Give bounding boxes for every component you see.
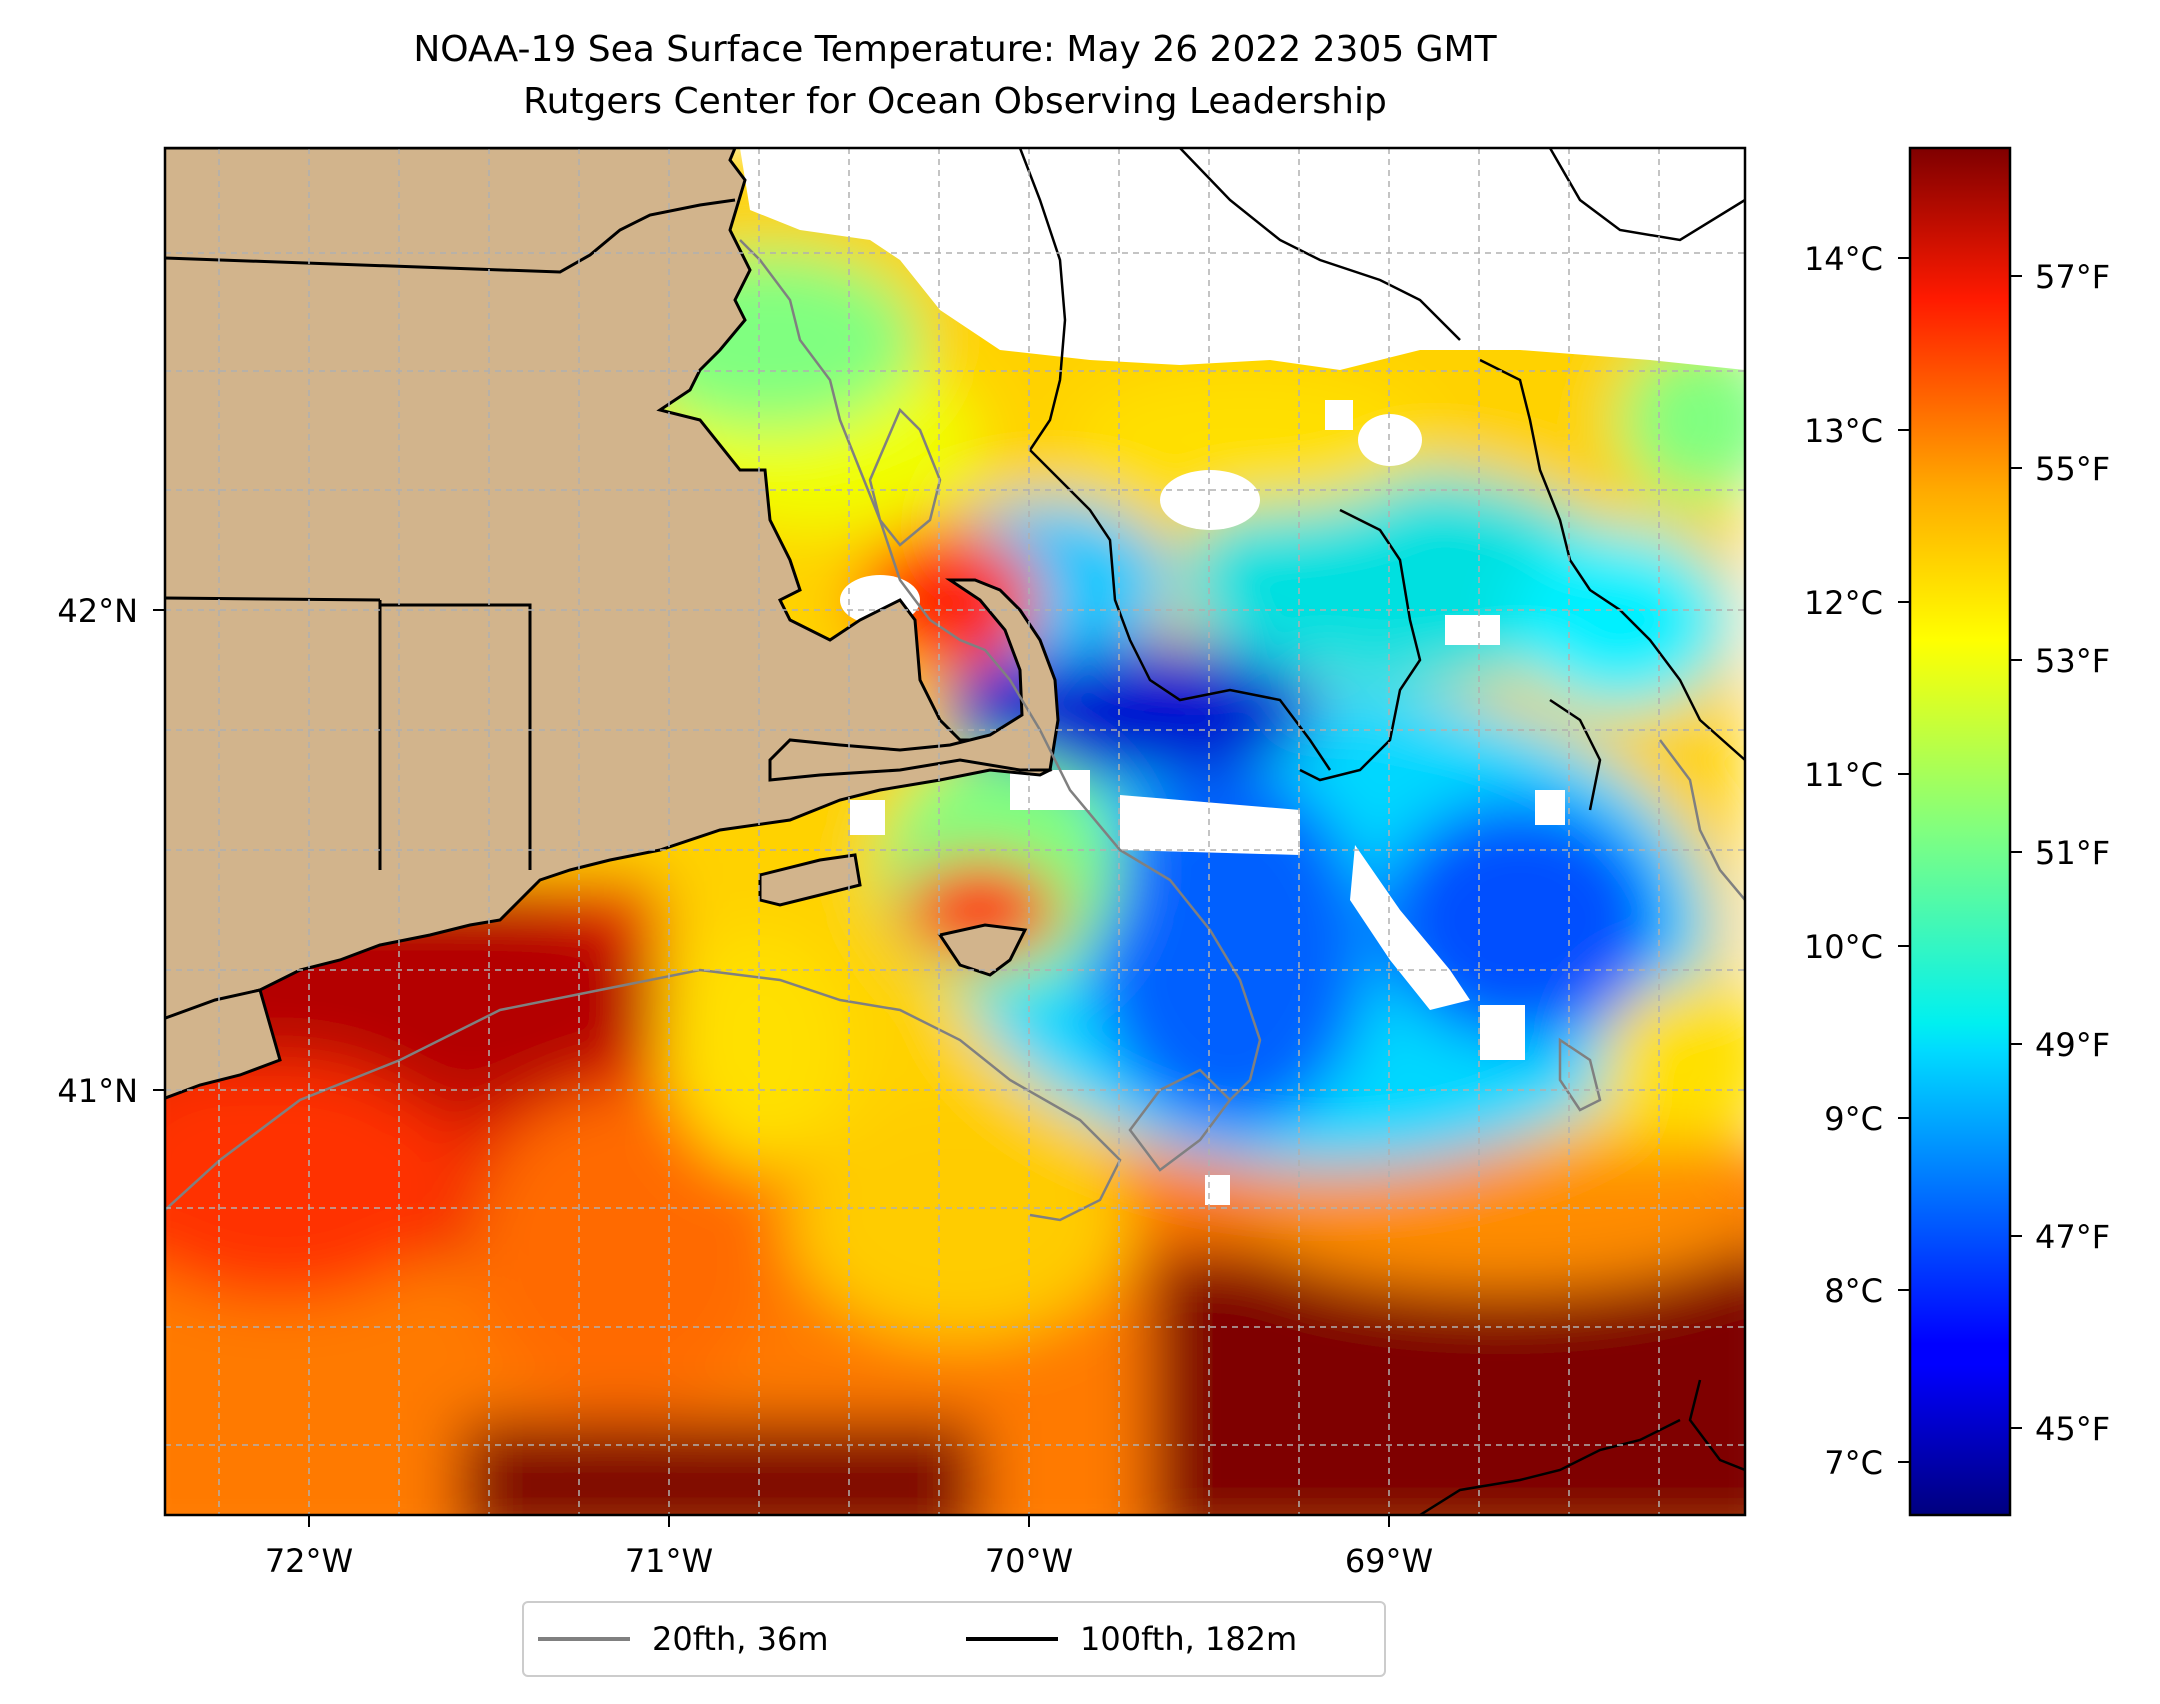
- fahrenheit-tick-label: 57°F: [2035, 258, 2110, 296]
- cloud-mask: [740, 148, 1745, 1205]
- contour-100fth: [1018, 148, 1745, 1515]
- fahrenheit-tick-label: 47°F: [2035, 1218, 2110, 1256]
- lat-tick-label: 42°N: [57, 592, 138, 630]
- fahrenheit-tick-label: 53°F: [2035, 642, 2110, 680]
- celsius-tick-label: 14°C: [1804, 240, 1883, 278]
- lon-tick-label: 70°W: [985, 1542, 1073, 1580]
- map-frame: [163, 146, 1747, 1517]
- legend: 20fth, 36m 100fth, 182m: [522, 1601, 1386, 1677]
- legend-label: 20fth, 36m: [652, 1620, 829, 1658]
- legend-item-20fth: 20fth, 36m: [538, 1603, 828, 1675]
- colorbar: [1908, 146, 2012, 1517]
- legend-swatch-gray: [538, 1637, 630, 1641]
- contour-20fth: [165, 239, 1745, 1222]
- legend-swatch-black: [966, 1637, 1058, 1641]
- lon-tick-label: 69°W: [1345, 1542, 1433, 1580]
- grid-lines: [165, 148, 1745, 1515]
- land: [165, 148, 1060, 1100]
- fahrenheit-tick-label: 45°F: [2035, 1410, 2110, 1448]
- celsius-tick-label: 7°C: [1824, 1444, 1883, 1482]
- chart-title: NOAA-19 Sea Surface Temperature: May 26 …: [413, 29, 1497, 70]
- fahrenheit-tick-label: 55°F: [2035, 450, 2110, 488]
- celsius-tick-label: 9°C: [1824, 1100, 1883, 1138]
- celsius-tick-label: 10°C: [1804, 928, 1883, 966]
- fahrenheit-tick-label: 51°F: [2035, 834, 2110, 872]
- chart-subtitle: Rutgers Center for Ocean Observing Leade…: [523, 81, 1387, 122]
- fahrenheit-tick-label: 49°F: [2035, 1026, 2110, 1064]
- celsius-tick-label: 8°C: [1824, 1272, 1883, 1310]
- lon-tick-label: 72°W: [265, 1542, 353, 1580]
- lon-tick-label: 71°W: [625, 1542, 713, 1580]
- map-panel: [165, 148, 1745, 1515]
- state-borders: [165, 198, 736, 870]
- legend-label: 100fth, 182m: [1080, 1620, 1298, 1658]
- celsius-tick-label: 12°C: [1804, 584, 1883, 622]
- celsius-ticks: [1898, 257, 1910, 1463]
- axis-ticks: [153, 609, 1390, 1527]
- legend-item-100fth: 100fth, 182m: [966, 1603, 1297, 1675]
- lat-tick-label: 41°N: [57, 1072, 138, 1110]
- celsius-tick-label: 11°C: [1804, 756, 1883, 794]
- sst-field: [165, 148, 1745, 1515]
- fahrenheit-ticks: [2010, 275, 2022, 1429]
- celsius-tick-label: 13°C: [1804, 412, 1883, 450]
